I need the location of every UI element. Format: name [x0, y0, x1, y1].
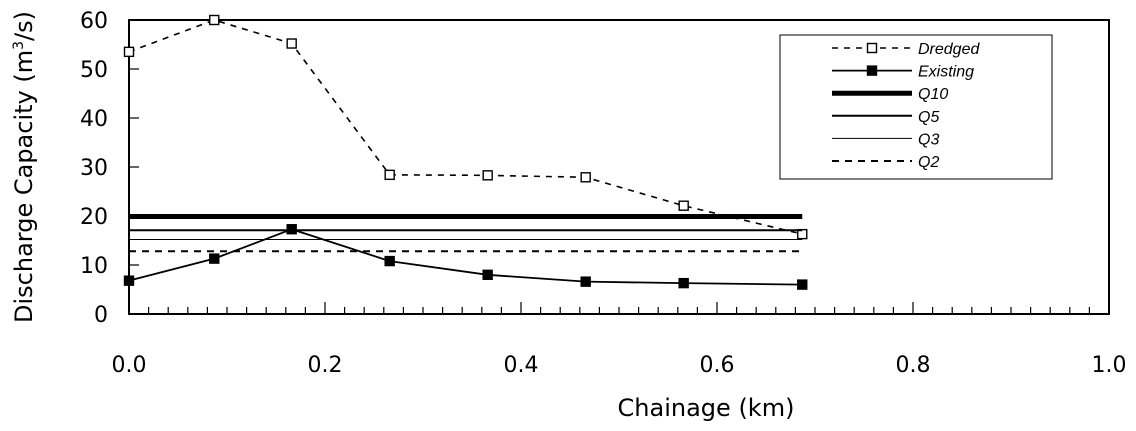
- point-existing: [797, 279, 808, 290]
- x-tick-label: 0.2: [308, 353, 343, 378]
- y-tick-label: 30: [80, 156, 108, 181]
- point-existing: [482, 269, 493, 280]
- legend-box: [779, 34, 1053, 180]
- y-tick-label: 50: [80, 58, 108, 83]
- x-axis-title: Chainage (km): [618, 394, 795, 422]
- y-axis: 0 10 20 30 40 50 60: [80, 9, 139, 328]
- point-existing: [123, 275, 135, 286]
- point-existing: [580, 276, 591, 287]
- point-existing: [384, 255, 395, 267]
- y-axis-title: Discharge Capacity (m3/s): [10, 11, 38, 323]
- y-tick-label: 60: [80, 9, 108, 34]
- plot-series: [123, 14, 808, 290]
- point-dredged: [580, 172, 591, 183]
- y-axis-title-main: Discharge Capacity (m: [10, 50, 38, 323]
- point-dredged: [384, 169, 395, 181]
- series-line-dredged: [128, 19, 803, 235]
- x-tick-label: 0.8: [896, 353, 931, 378]
- y-tick-label: 20: [80, 205, 108, 230]
- legend-label-dredged: Dredged: [918, 41, 980, 58]
- series-line-existing: [128, 228, 803, 286]
- legend-label-q10: Q10: [918, 86, 948, 103]
- legend-label-q5: Q5: [918, 109, 939, 126]
- legend-marker-dredged: [866, 42, 878, 54]
- point-existing: [209, 253, 220, 264]
- point-dredged: [123, 46, 135, 58]
- x-tick-label: 0.0: [112, 353, 147, 378]
- x-tick-label: 0.4: [504, 353, 539, 378]
- x-tick-label: 1.0: [1092, 353, 1127, 378]
- point-dredged: [286, 38, 297, 49]
- point-existing: [678, 277, 689, 289]
- y-tick-label: 10: [80, 254, 108, 279]
- point-dredged: [482, 170, 493, 181]
- legend-label-q2: Q2: [918, 154, 939, 171]
- point-dredged: [209, 14, 220, 26]
- y-tick-label: 40: [80, 107, 108, 132]
- y-axis-title-tail: /s): [10, 11, 38, 41]
- x-axis: 0.0 0.2 0.4 0.6 0.8 1.0: [112, 302, 1127, 378]
- legend-label-existing: Existing: [918, 64, 974, 81]
- legend: Dredged Existing Q10 Q5 Q3 Q2: [779, 34, 1053, 180]
- y-tick-label: 0: [94, 303, 108, 328]
- y-axis-title-superscript: 3: [11, 41, 27, 50]
- x-tick-label: 0.6: [700, 353, 735, 378]
- point-dredged: [678, 200, 689, 211]
- legend-marker-existing: [866, 65, 878, 76]
- legend-label-q3: Q3: [918, 131, 939, 148]
